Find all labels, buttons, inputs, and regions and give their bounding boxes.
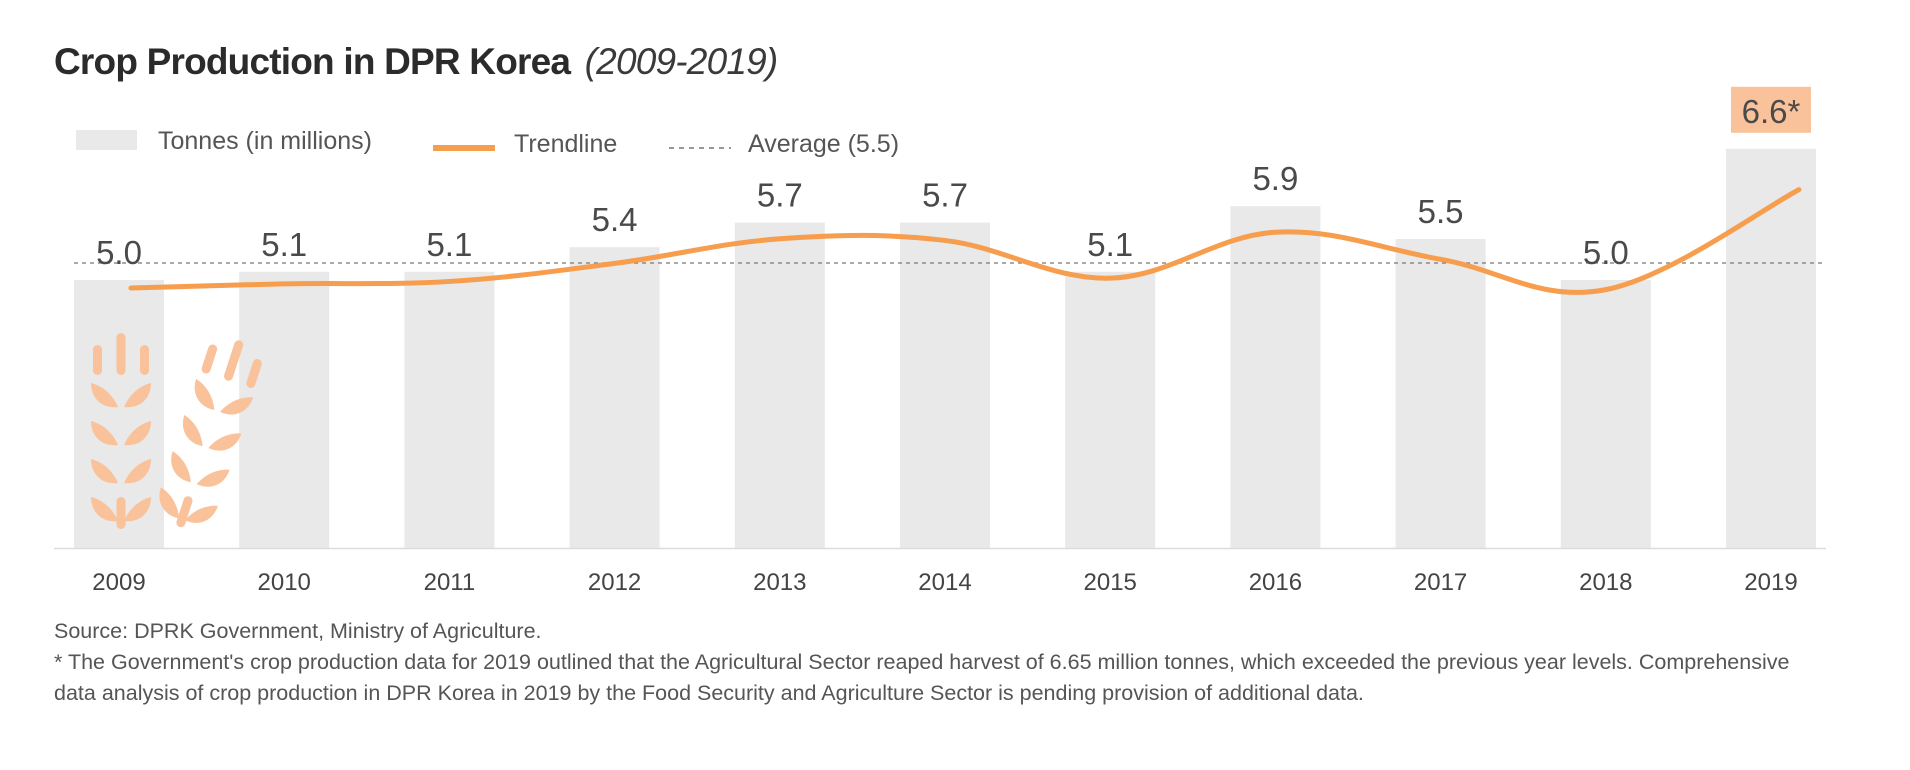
bar-2013 [734,222,825,548]
trendline-group [128,187,1802,295]
x-tick-label: 2011 [424,569,476,596]
data-labels: 5.0 5.1 5.1 5.4 5.7 5.7 5.1 5.9 5.5 5.0 6.6* [96,86,1811,271]
data-label-2015: 5.1 [1087,226,1133,263]
data-label-2012: 5.4 [592,201,638,238]
data-label-2016: 5.9 [1252,160,1298,197]
chart-title: Crop Production in DPR Korea [54,41,571,82]
legend: Tonnes (in millions) Trendline Average (… [76,127,899,158]
data-label-2018: 5.0 [1583,234,1629,271]
footnote: * The Government's crop production data … [54,650,1790,705]
x-tick-label: 2012 [588,569,641,596]
bar-2012 [569,247,660,548]
data-label-2011: 5.1 [426,226,472,263]
trendline [128,187,1802,295]
bar-2017 [1395,239,1486,548]
x-tick-label: 2016 [1249,569,1302,596]
legend-label-trend: Trendline [514,130,617,158]
wheat-illustration [91,333,262,529]
x-tick-label: 2009 [92,569,145,596]
bar-2016 [1230,206,1321,548]
x-tick-label: 2018 [1579,569,1632,596]
legend-label-average: Average (5.5) [748,130,899,158]
x-tick-label: 2017 [1414,569,1467,596]
highlight-badge [1731,86,1811,133]
bar-2014 [900,222,990,548]
x-tick-label: 2019 [1744,569,1797,596]
data-label-2009: 5.0 [96,234,142,271]
bar-2019 [1726,148,1816,549]
data-label-2014: 5.7 [922,177,968,214]
legend-bar-swatch [76,130,137,150]
bar-2010 [239,271,330,548]
wheat-icon [91,333,151,529]
data-label-2019: 6.6* [1742,93,1801,130]
data-label-2010: 5.1 [261,226,307,263]
data-label-2013: 5.7 [757,177,803,214]
x-tick-label: 2013 [753,569,806,596]
data-label-2017: 5.5 [1418,193,1464,230]
legend-label-bars: Tonnes (in millions) [158,127,372,155]
x-tick-label: 2014 [918,569,971,596]
bar-2018 [1560,280,1651,548]
svg-text:Crop Production in DPR Korea: Crop Production in DPR Korea (2009-2019) [54,41,777,82]
bar-2015 [1065,271,1156,548]
x-axis: 2009 2010 2011 2012 2013 2014 2015 2016 2017 2018… [54,547,1826,596]
chart-subtitle: (2009-2019) [585,41,778,82]
x-tick-label: 2015 [1084,569,1137,596]
bar-2011 [404,271,495,548]
x-tick-label: 2010 [258,569,311,596]
source-note: Source: DPRK Government, Ministry of Agr… [54,619,542,643]
wheat-icon [159,340,262,528]
